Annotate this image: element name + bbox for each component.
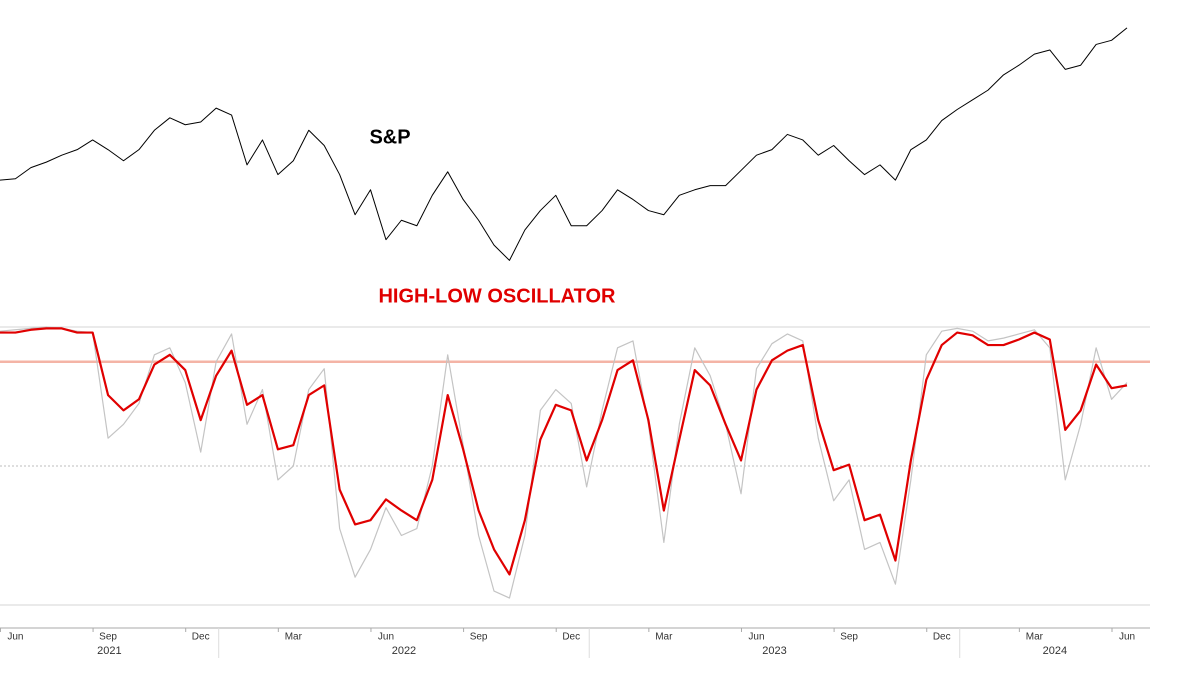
- year-label: 2023: [762, 645, 786, 657]
- oscillator-line: [0, 326, 1128, 599]
- oscillator-line: [0, 327, 1128, 576]
- x-tick-label: Jun: [1119, 632, 1135, 643]
- x-tick-label: Dec: [192, 632, 210, 643]
- x-tick-label: Sep: [99, 632, 117, 643]
- year-label: 2024: [1043, 645, 1067, 657]
- x-tick-label: Mar: [285, 632, 303, 643]
- x-tick-label: Sep: [470, 632, 488, 643]
- year-label: 2021: [97, 645, 121, 657]
- x-tick-label: Dec: [562, 632, 580, 643]
- x-tick-label: Dec: [933, 632, 951, 643]
- year-label: 2022: [392, 645, 416, 657]
- x-tick-label: Mar: [1026, 632, 1044, 643]
- sp-title: S&P: [369, 126, 410, 148]
- x-tick-label: Mar: [655, 632, 673, 643]
- x-tick-label: Jun: [7, 632, 23, 643]
- price-line: [0, 27, 1128, 261]
- oscillator-title: HIGH-LOW OSCILLATOR: [378, 285, 616, 307]
- x-tick-label: Jun: [378, 632, 394, 643]
- x-tick-label: Jun: [748, 632, 764, 643]
- x-tick-label: Sep: [840, 632, 858, 643]
